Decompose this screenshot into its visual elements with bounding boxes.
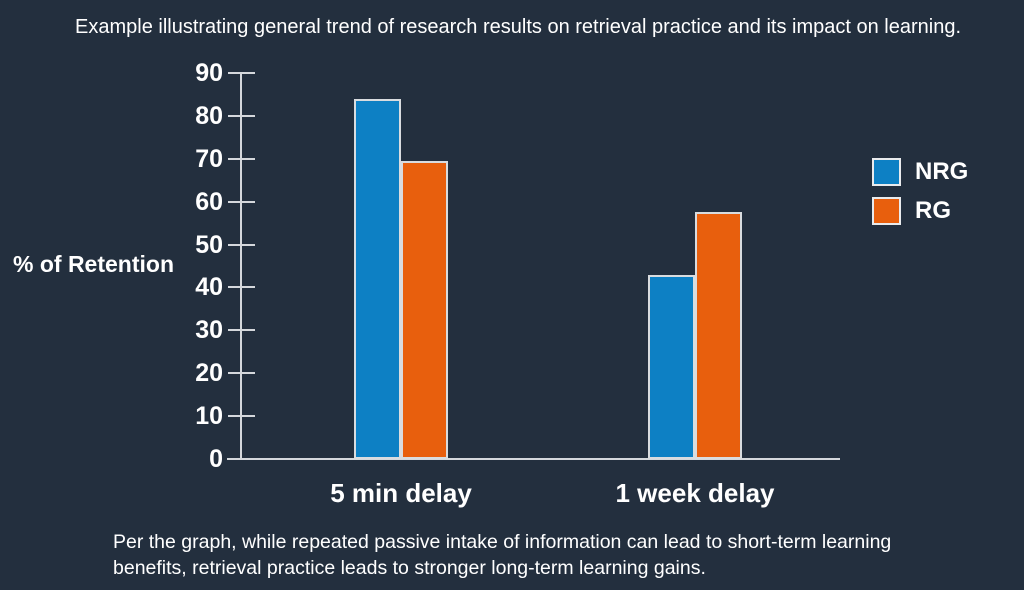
y-tick-label-80: 80 bbox=[195, 101, 223, 130]
legend-item-rg: RG bbox=[872, 197, 968, 225]
caption: Per the graph, while repeated passive in… bbox=[113, 529, 891, 581]
bar-nrg-0 bbox=[354, 98, 401, 459]
legend-item-nrg: NRG bbox=[872, 158, 968, 186]
y-tick-line-60 bbox=[228, 200, 255, 203]
y-tick-label-60: 60 bbox=[195, 187, 223, 216]
y-tick-line-70 bbox=[228, 157, 255, 160]
caption-line-1: Per the graph, while repeated passive in… bbox=[113, 531, 892, 553]
x-axis-line bbox=[227, 458, 840, 460]
y-tick-line-0 bbox=[228, 458, 255, 460]
legend-swatch-nrg bbox=[872, 158, 901, 186]
y-tick-line-80 bbox=[228, 114, 255, 117]
bar-rg-1 bbox=[695, 212, 742, 459]
y-tick-line-50 bbox=[228, 243, 255, 246]
legend-label-nrg: NRG bbox=[915, 158, 969, 185]
bar-rg-0 bbox=[401, 160, 448, 459]
y-axis-label: % of Retention bbox=[13, 251, 174, 277]
x-category-label-1: 1 week delay bbox=[615, 478, 775, 508]
y-tick-line-30 bbox=[228, 329, 255, 332]
y-tick-label-20: 20 bbox=[195, 359, 223, 388]
y-tick-line-20 bbox=[228, 372, 255, 375]
y-tick-label-0: 0 bbox=[209, 445, 223, 473]
y-tick-line-10 bbox=[228, 415, 255, 418]
y-tick-label-30: 30 bbox=[195, 316, 223, 345]
y-tick-label-10: 10 bbox=[195, 402, 223, 431]
x-category-label-0: 5 min delay bbox=[330, 478, 472, 508]
y-tick-label-70: 70 bbox=[195, 144, 223, 173]
legend-label-rg: RG bbox=[915, 197, 951, 224]
chart-title: Example illustrating general trend of re… bbox=[75, 16, 961, 38]
y-tick-label-90: 90 bbox=[195, 59, 223, 87]
bar-nrg-1 bbox=[648, 274, 695, 459]
y-tick-label-40: 40 bbox=[195, 273, 223, 302]
y-tick-line-90 bbox=[228, 72, 255, 74]
y-axis-line bbox=[240, 73, 242, 460]
y-tick-line-40 bbox=[228, 286, 255, 289]
legend: NRG RG bbox=[872, 158, 968, 236]
y-tick-label-50: 50 bbox=[195, 230, 223, 259]
caption-line-2: benefits, retrieval practice leads to st… bbox=[113, 557, 706, 579]
legend-swatch-rg bbox=[872, 197, 901, 225]
